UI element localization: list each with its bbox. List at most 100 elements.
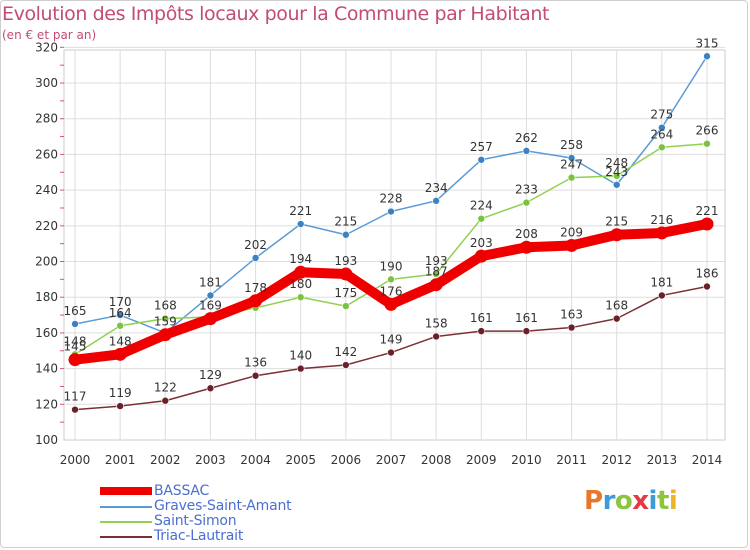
logo-letter: x [632, 486, 649, 516]
logo-letter: t [656, 486, 669, 516]
data-label: 224 [470, 199, 493, 213]
x-tick-label: 2001 [105, 453, 136, 467]
data-label: 148 [109, 334, 132, 348]
data-point [519, 240, 533, 254]
data-point [203, 312, 217, 326]
data-label: 181 [650, 275, 673, 289]
data-point [432, 197, 440, 205]
legend-label: BASSAC [154, 483, 210, 499]
logo-letter: o [614, 486, 633, 516]
data-point [116, 321, 124, 330]
data-point [342, 302, 350, 310]
data-label: 117 [64, 390, 87, 404]
data-label: 119 [109, 386, 132, 400]
data-point [158, 328, 172, 342]
data-point [658, 143, 666, 152]
data-label: 221 [696, 204, 719, 218]
data-label: 148 [64, 334, 87, 348]
data-label: 258 [560, 138, 583, 152]
data-point [703, 282, 711, 291]
data-label: 164 [109, 306, 132, 320]
x-tick-label: 2003 [195, 453, 226, 467]
data-label: 175 [334, 286, 357, 300]
y-tick-label: 240 [35, 183, 58, 197]
x-tick-label: 2011 [556, 453, 587, 467]
data-point [477, 214, 486, 223]
data-point [700, 217, 714, 231]
data-label: 257 [470, 140, 493, 154]
data-label: 178 [244, 281, 267, 295]
legend-swatch-saint-simon [100, 521, 152, 523]
y-tick-label: 220 [35, 219, 58, 233]
data-label: 243 [605, 165, 628, 179]
data-point [567, 323, 576, 332]
data-point [116, 402, 124, 410]
data-label: 161 [470, 311, 493, 325]
data-label: 140 [289, 349, 312, 363]
data-point [522, 198, 531, 207]
data-point [432, 270, 440, 278]
y-tick-label: 200 [35, 255, 58, 269]
data-label: 234 [425, 181, 448, 195]
data-label: 262 [515, 131, 538, 145]
y-tick-label: 300 [35, 76, 58, 90]
x-tick-label: 2000 [60, 453, 91, 467]
data-label: 193 [425, 254, 448, 268]
data-point [658, 291, 666, 300]
x-tick-label: 2005 [285, 453, 316, 467]
data-point [249, 294, 263, 308]
data-point [161, 314, 170, 323]
data-point [567, 154, 576, 162]
data-label: 145 [64, 340, 87, 354]
data-point [71, 320, 79, 328]
data-label: 149 [380, 333, 403, 347]
data-point [477, 327, 486, 335]
data-label: 190 [380, 259, 403, 273]
data-label: 158 [425, 316, 448, 330]
data-label: 315 [696, 36, 719, 50]
data-point [477, 155, 486, 164]
data-point [565, 238, 579, 252]
data-label: 186 [696, 267, 719, 281]
y-tick-label: 140 [35, 362, 58, 376]
proxiti-logo: Proxiti [584, 486, 678, 516]
y-tick-label: 120 [35, 397, 58, 411]
data-label: 187 [425, 265, 448, 279]
y-tick-label: 260 [35, 147, 58, 161]
x-tick-label: 2008 [421, 453, 452, 467]
data-label: 161 [515, 311, 538, 325]
data-point [68, 353, 82, 367]
data-point [612, 314, 621, 323]
data-label: 168 [605, 299, 628, 313]
data-label: 233 [515, 183, 538, 197]
y-tick-label: 100 [35, 433, 58, 447]
data-label: 159 [154, 315, 177, 329]
data-label: 209 [560, 225, 583, 239]
y-tick-label: 160 [35, 326, 58, 340]
y-tick-label: 320 [35, 40, 58, 54]
chart-title: Evolution des Impôts locaux pour la Comm… [2, 3, 550, 25]
x-tick-label: 2010 [511, 453, 542, 467]
legend-label: Graves-Saint-Amant [154, 498, 292, 514]
data-point [387, 348, 395, 357]
data-point [294, 265, 308, 279]
chart-subtitle: (en € et par an) [2, 28, 97, 42]
data-label: 170 [109, 295, 132, 309]
data-point [612, 180, 621, 189]
data-label: 136 [244, 356, 267, 370]
data-point [206, 291, 215, 300]
data-label: 275 [650, 108, 673, 122]
data-point [113, 347, 127, 361]
data-point [522, 327, 531, 335]
data-point [339, 267, 353, 281]
data-label: 208 [515, 227, 538, 241]
x-tick-label: 2002 [150, 453, 181, 467]
data-label: 169 [199, 299, 222, 313]
data-label: 215 [605, 215, 628, 229]
data-point [384, 297, 398, 311]
data-point [161, 396, 170, 405]
data-point [655, 226, 669, 240]
x-tick-label: 2012 [601, 453, 632, 467]
